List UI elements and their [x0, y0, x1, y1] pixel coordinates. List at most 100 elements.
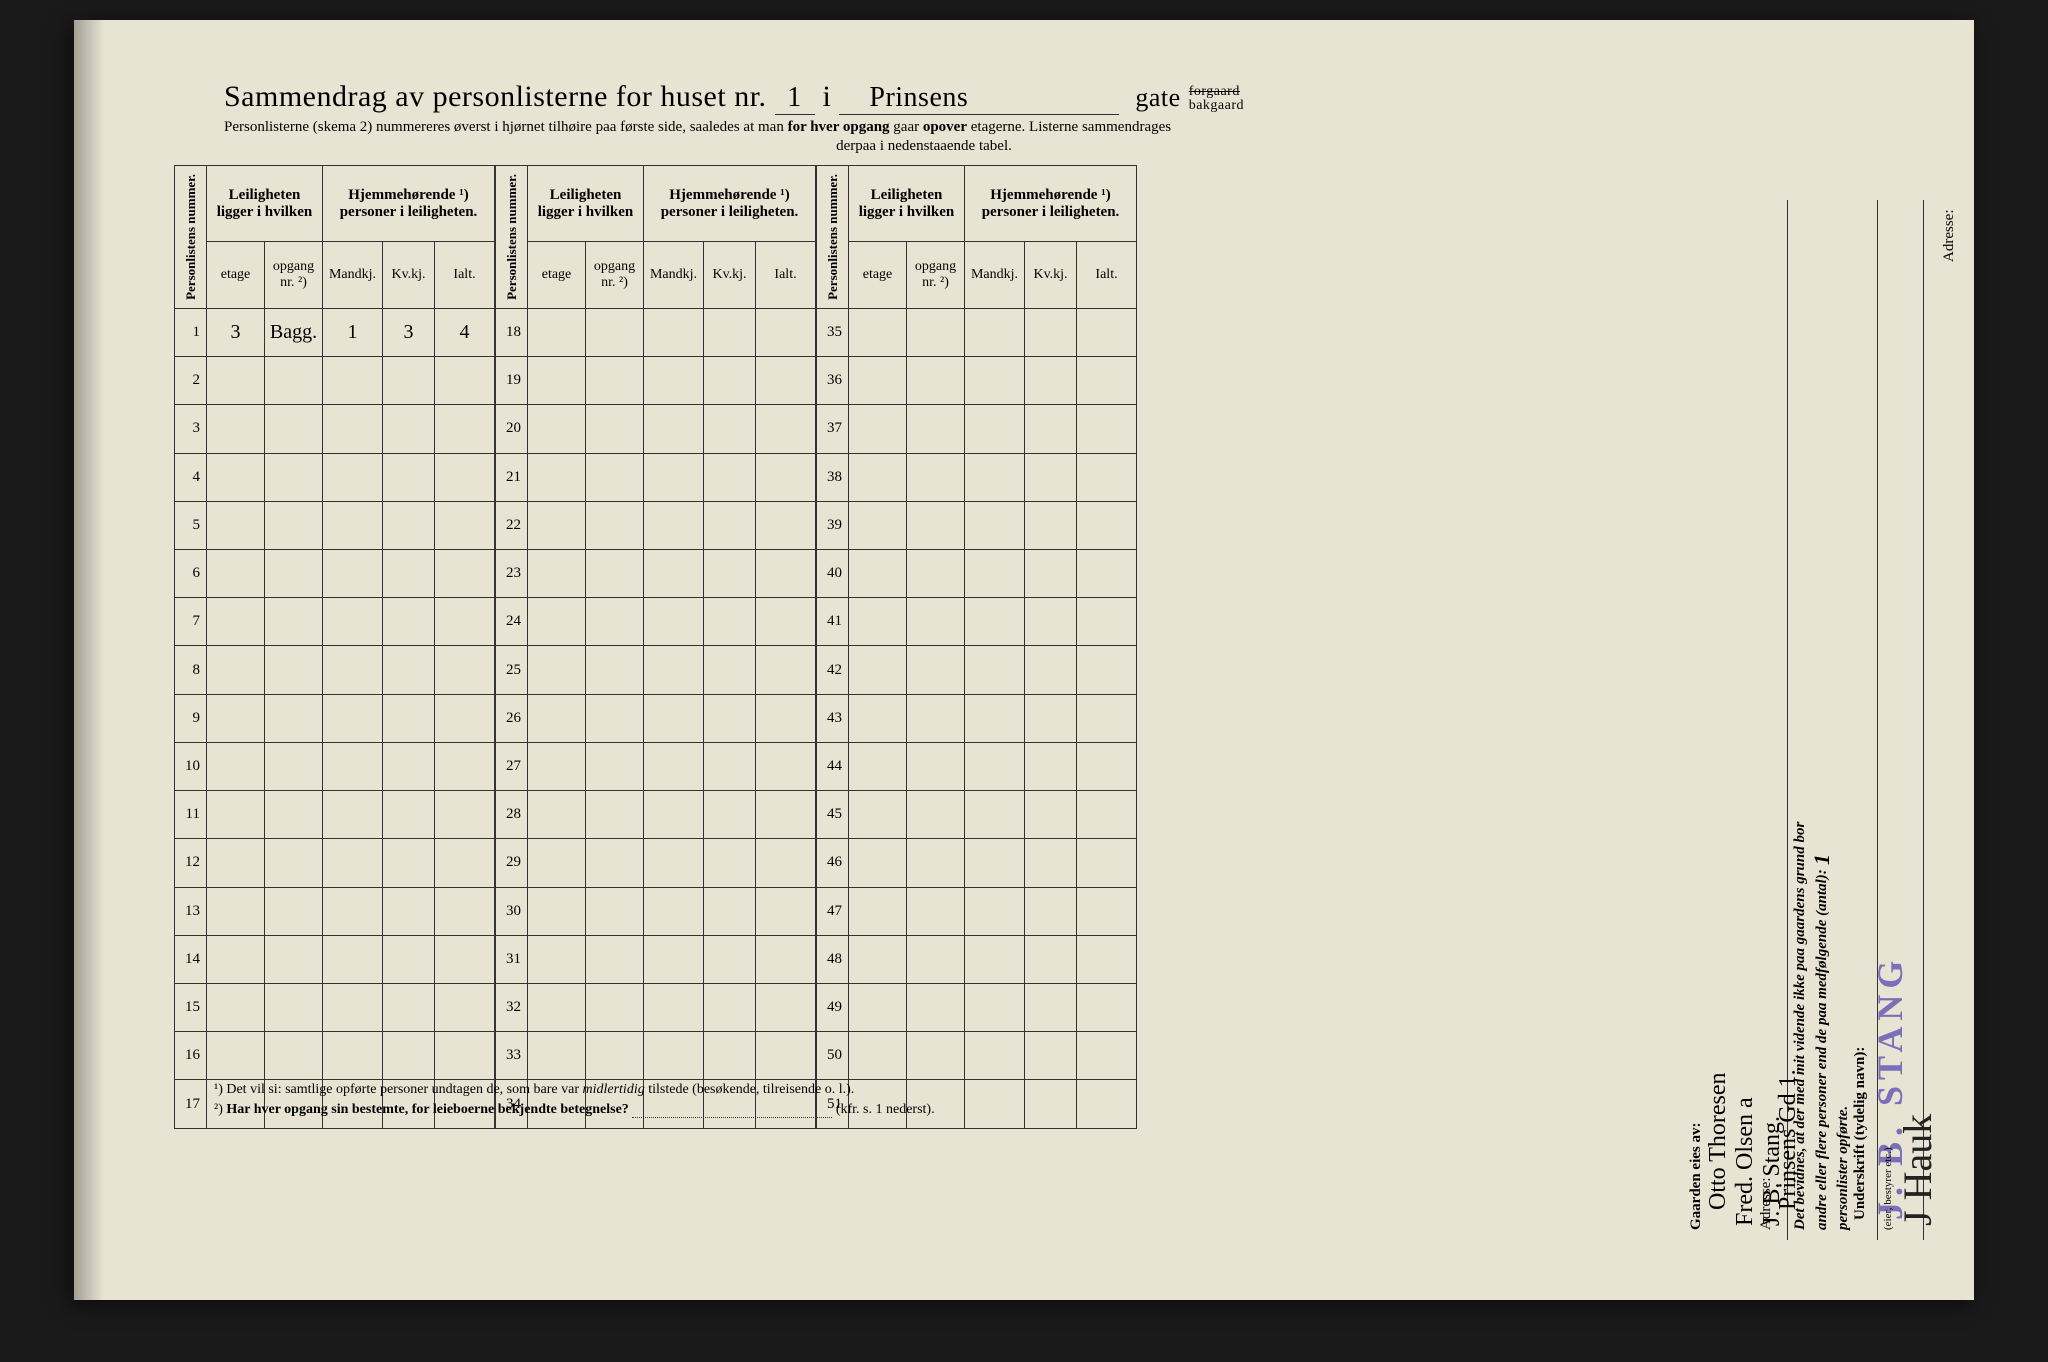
cell-empty — [849, 501, 907, 549]
cell-empty — [323, 598, 383, 646]
row-number: 2 — [175, 357, 207, 405]
cell-empty — [965, 598, 1025, 646]
gaard-options: forgaard bakgaard — [1189, 85, 1244, 113]
cell-empty — [435, 598, 495, 646]
cell-empty — [383, 453, 435, 501]
cell-empty — [207, 887, 265, 935]
cell-empty — [756, 308, 816, 356]
cell-empty — [1077, 1032, 1137, 1080]
row-number: 24 — [496, 598, 528, 646]
cell-empty — [1077, 839, 1137, 887]
cell-empty — [528, 598, 586, 646]
cell-empty — [1025, 1032, 1077, 1080]
table-row: 46 — [817, 839, 1137, 887]
row-number: 41 — [817, 598, 849, 646]
cell-empty — [1025, 935, 1077, 983]
row-number: 26 — [496, 694, 528, 742]
cell-empty — [1025, 839, 1077, 887]
cell-empty — [756, 453, 816, 501]
col-hjemme: Hjemmehørende ¹) personer i leiligheten. — [644, 166, 816, 242]
antal: 1 — [1809, 854, 1834, 865]
cell-empty — [965, 550, 1025, 598]
cell-empty — [756, 550, 816, 598]
cell-empty — [644, 357, 704, 405]
table-row: 19 — [496, 357, 816, 405]
cell-empty — [704, 550, 756, 598]
row-number: 37 — [817, 405, 849, 453]
table-row: 12 — [175, 839, 495, 887]
cell-empty — [1025, 598, 1077, 646]
cell-empty — [756, 742, 816, 790]
cell-empty — [849, 357, 907, 405]
table-row: 15 — [175, 983, 495, 1031]
row-number: 1 — [175, 308, 207, 356]
row-number: 21 — [496, 453, 528, 501]
row-number: 3 — [175, 405, 207, 453]
cell-empty — [586, 935, 644, 983]
cell-empty — [528, 1032, 586, 1080]
cell-empty — [586, 357, 644, 405]
row-number: 15 — [175, 983, 207, 1031]
cell-empty — [907, 453, 965, 501]
row-number: 9 — [175, 694, 207, 742]
cell-empty — [1077, 1080, 1137, 1128]
row-number: 27 — [496, 742, 528, 790]
table-row: 2 — [175, 357, 495, 405]
col-mandkj: Mandkj. — [644, 242, 704, 309]
cell-empty — [586, 405, 644, 453]
cell-empty — [756, 935, 816, 983]
row-number: 23 — [496, 550, 528, 598]
cell-empty — [528, 694, 586, 742]
table-row: 49 — [817, 983, 1137, 1031]
row-number: 32 — [496, 983, 528, 1031]
col-personlistens: Personlistens nummer. — [817, 166, 849, 309]
cell-empty — [323, 791, 383, 839]
cell-empty — [207, 453, 265, 501]
cell-empty — [586, 308, 644, 356]
cell-empty — [965, 1032, 1025, 1080]
row-number: 44 — [817, 742, 849, 790]
row-number: 49 — [817, 983, 849, 1031]
cell-empty — [704, 357, 756, 405]
row-number: 20 — [496, 405, 528, 453]
cell-empty — [704, 405, 756, 453]
col-etage: etage — [849, 242, 907, 309]
table-row: 7 — [175, 598, 495, 646]
cell-empty — [704, 308, 756, 356]
cell-empty — [756, 1032, 816, 1080]
cell-empty — [1077, 887, 1137, 935]
table-row: 11 — [175, 791, 495, 839]
table-row: 48 — [817, 935, 1137, 983]
table-row: 43 — [817, 694, 1137, 742]
cell-empty — [756, 791, 816, 839]
cell-empty — [435, 357, 495, 405]
cell-empty — [849, 1032, 907, 1080]
cell-empty — [207, 983, 265, 1031]
col-hjemme: Hjemmehørende ¹) personer i leiligheten. — [323, 166, 495, 242]
cell-empty — [849, 694, 907, 742]
cell-empty — [383, 694, 435, 742]
row-number: 39 — [817, 501, 849, 549]
row-number: 31 — [496, 935, 528, 983]
cell-empty — [965, 839, 1025, 887]
cell-empty — [265, 983, 323, 1031]
cell-empty — [756, 839, 816, 887]
cell-empty — [704, 453, 756, 501]
sidebar: Gaarden eies av: Otto Thoresen Fred. Ols… — [1684, 200, 1924, 1240]
table-row: 29 — [496, 839, 816, 887]
row-number: 28 — [496, 791, 528, 839]
title-prefix: Sammendrag av personlisterne for huset n… — [224, 80, 767, 113]
cell-empty — [756, 694, 816, 742]
cell-empty — [586, 646, 644, 694]
cell-empty — [435, 550, 495, 598]
underskrift-label: Underskrift (tydelig navn): — [1852, 210, 1869, 1220]
table-row: 21 — [496, 453, 816, 501]
cell-empty — [586, 791, 644, 839]
table-row: 13 — [175, 887, 495, 935]
row-number: 11 — [175, 791, 207, 839]
cell-empty — [756, 887, 816, 935]
cell-empty — [265, 405, 323, 453]
cell-empty — [704, 791, 756, 839]
cell-empty — [644, 694, 704, 742]
cell-empty — [849, 742, 907, 790]
